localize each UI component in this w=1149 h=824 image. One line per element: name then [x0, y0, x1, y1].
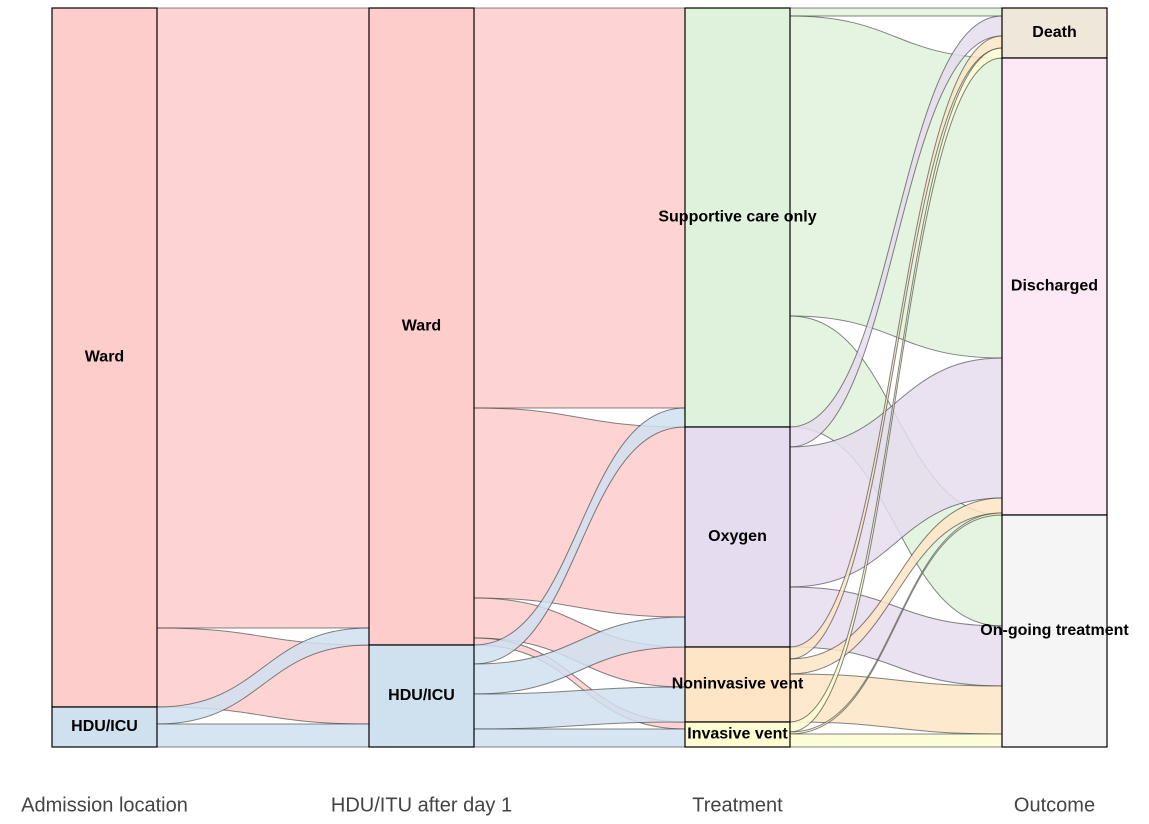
labels: Ward HDU/ICU Admission location Ward HDU/ICU… — [21, 24, 1129, 816]
axis-label: Treatment — [692, 794, 783, 816]
axis-label: Outcome — [1014, 794, 1095, 816]
node-label: Ward — [402, 318, 441, 335]
node — [368, 7, 475, 646]
node — [684, 426, 791, 648]
node — [368, 644, 475, 748]
node — [684, 7, 791, 428]
node-label: HDU/ICU — [71, 718, 138, 735]
node — [684, 646, 791, 723]
flow — [473, 7, 686, 409]
flow — [156, 7, 370, 629]
node-label: Invasive vent — [687, 726, 788, 743]
axis-label: Admission location — [21, 794, 188, 816]
node-label: Death — [1032, 24, 1076, 41]
node — [684, 721, 791, 748]
axis-label: HDU/ITU after day 1 — [331, 794, 512, 816]
flows — [156, 7, 1003, 748]
flow — [473, 686, 686, 730]
node — [1001, 514, 1108, 748]
node — [1001, 57, 1108, 516]
node-label: Oxygen — [708, 528, 767, 545]
nodes — [51, 7, 1108, 748]
node-label: HDU/ICU — [388, 687, 455, 704]
flow — [789, 733, 1003, 748]
flow — [156, 723, 370, 748]
node-label: Supportive care only — [658, 209, 816, 226]
node-label: Ward — [85, 349, 124, 366]
node-label: On-going treatment — [980, 622, 1129, 639]
node-label: Noninvasive vent — [672, 676, 804, 693]
node-label: Discharged — [1011, 278, 1098, 295]
flow — [789, 7, 1003, 17]
node — [51, 706, 158, 748]
node — [51, 7, 158, 708]
flow — [473, 407, 686, 618]
flow — [473, 728, 686, 748]
